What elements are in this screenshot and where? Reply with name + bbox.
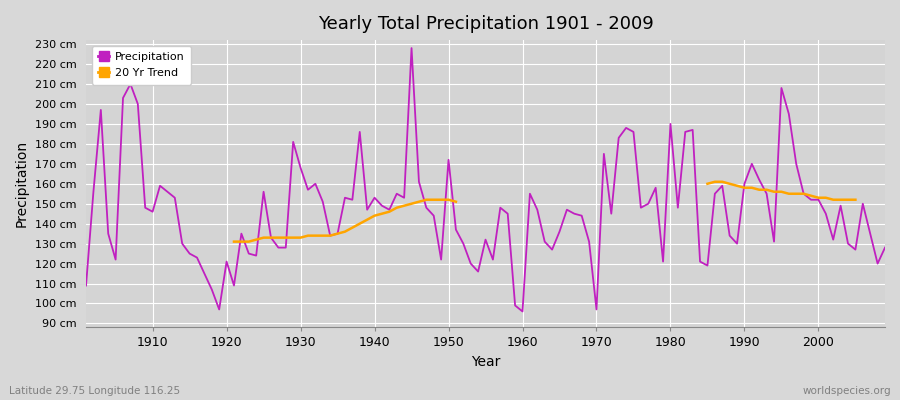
- Text: worldspecies.org: worldspecies.org: [803, 386, 891, 396]
- Text: Latitude 29.75 Longitude 116.25: Latitude 29.75 Longitude 116.25: [9, 386, 180, 396]
- X-axis label: Year: Year: [471, 355, 500, 369]
- Title: Yearly Total Precipitation 1901 - 2009: Yearly Total Precipitation 1901 - 2009: [318, 15, 653, 33]
- Legend: Precipitation, 20 Yr Trend: Precipitation, 20 Yr Trend: [92, 46, 192, 84]
- Y-axis label: Precipitation: Precipitation: [15, 140, 29, 227]
